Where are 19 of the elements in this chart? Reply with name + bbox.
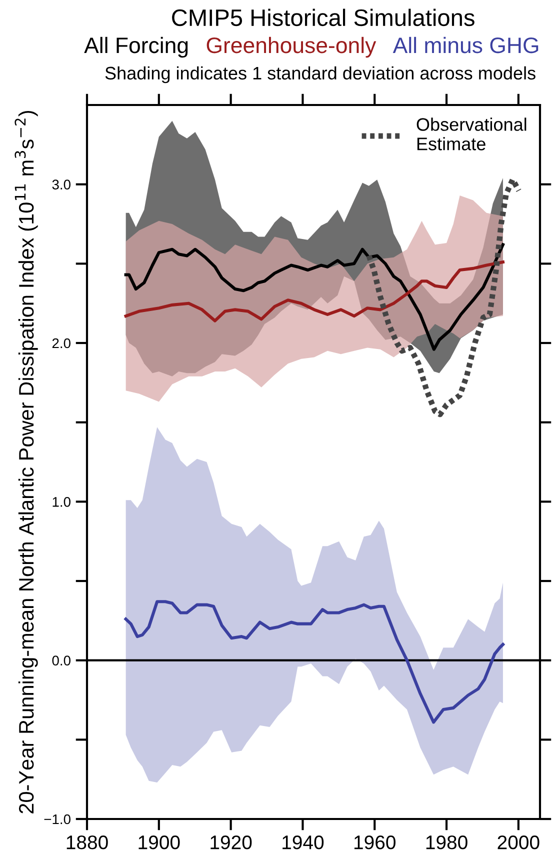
chart-title: CMIP5 Historical Simulations [172,8,474,26]
x-tick-label: 1940 [282,835,324,850]
y-tick-label: 3.0 [52,180,70,190]
x-tick-label: 1900 [138,835,180,850]
chart-subtitle: Shading indicates 1 standard deviation across models [105,66,536,84]
x-tick-label: 1880 [66,835,108,850]
text: All minus GHG [392,36,538,54]
x-tick-label: 1980 [426,835,468,850]
x-tick-label: 1920 [210,835,252,850]
legend-label: Observational Estimate [416,118,526,150]
y-tick-label: −1.0 [44,814,70,824]
text: Greenhouse-only [206,36,376,58]
y-tick-label: 1.0 [52,497,70,507]
y-tick-label: 2.0 [52,338,70,348]
text: All Forcing [84,36,188,58]
y-tick-label: 0.0 [52,656,70,666]
y-axis-title: 20-Year Running-mean North Atlantic Power Dissipation Index (10$^{11}$ m$^{3}$s$^{−2}$) [14,110,38,814]
x-tick-label: 2000 [498,835,540,850]
x-tick-label: 1960 [354,835,396,850]
